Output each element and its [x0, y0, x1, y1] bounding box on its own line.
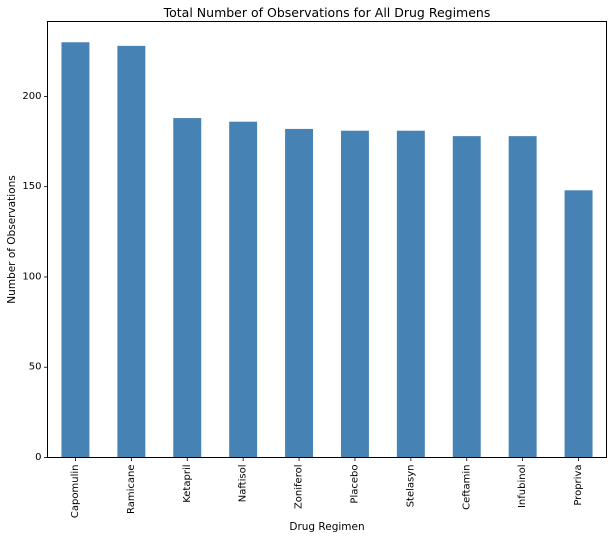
x-tick-label: Infubinol [517, 465, 528, 509]
x-tick-label: Ceftamin [461, 465, 472, 510]
bar [564, 190, 593, 458]
bar [117, 45, 146, 458]
y-tick-label: 150 [22, 181, 41, 192]
x-tick-label: Ramicane [126, 465, 137, 515]
y-tick-label: 100 [22, 271, 41, 282]
y-tick-label: 50 [29, 362, 42, 373]
plot-frame [47, 21, 607, 458]
y-tick-label: 0 [35, 452, 41, 463]
bar [508, 136, 537, 458]
bar [285, 128, 314, 458]
bar [340, 130, 369, 458]
plot-area [61, 42, 593, 458]
x-axis-label: Drug Regimen [289, 521, 364, 533]
bar [173, 118, 202, 458]
x-tick-label: Stelasyn [405, 465, 416, 508]
bar [229, 121, 258, 458]
y-tick-label: 200 [22, 91, 41, 102]
x-tick-label: Ketapril [182, 465, 193, 503]
y-axis: 0 50 100 150 200 [22, 91, 48, 463]
bar [452, 136, 481, 458]
x-tick-label: Naftisol [238, 465, 249, 503]
bar [396, 130, 425, 458]
x-tick-label: Propriva [573, 465, 584, 506]
y-axis-label: Number of Observations [6, 175, 18, 303]
x-axis: Capomulin Ramicane Ketapril Naftisol Zonifer… [70, 457, 584, 519]
x-tick-label: Zoniferol [294, 465, 305, 510]
chart-title: Total Number of Observations for All Dru… [163, 5, 491, 20]
x-tick-label: Capomulin [70, 465, 81, 519]
bar [61, 42, 90, 458]
x-tick-label: Placebo [349, 465, 360, 504]
